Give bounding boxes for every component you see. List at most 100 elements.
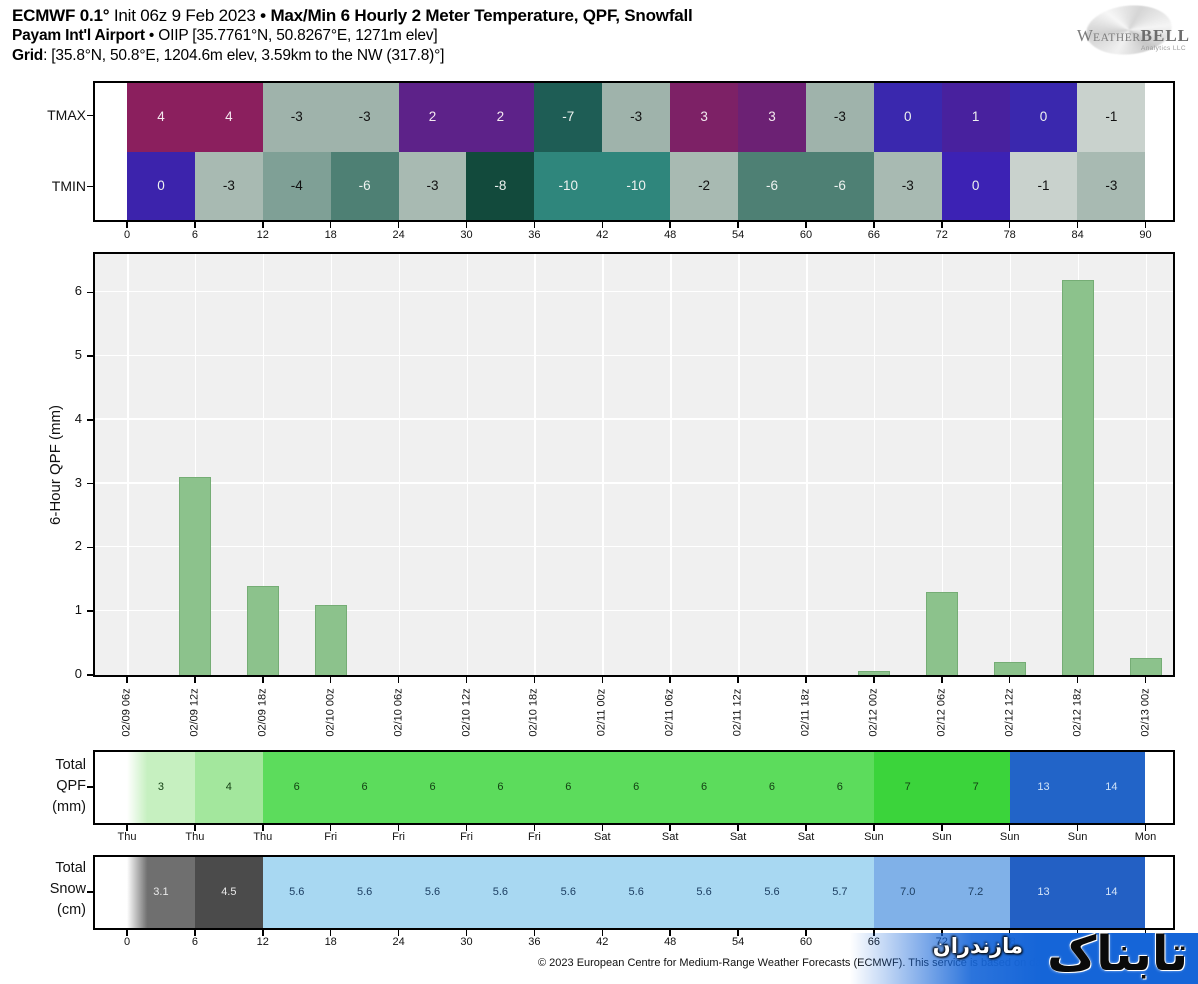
- temp-hour-label: 24: [392, 229, 405, 241]
- temp-hour-tick: [1008, 222, 1011, 228]
- qpf-bar: [1129, 658, 1162, 675]
- qpf-day-label: Fri: [527, 831, 541, 843]
- gridline-vertical: [738, 254, 740, 675]
- tmin-cell: -6: [805, 151, 874, 220]
- gridline-vertical: [330, 254, 333, 675]
- qpf-time-tick: [805, 677, 807, 683]
- grid-label: Grid: [12, 47, 44, 64]
- qpf-time-label: 02/10 06z: [392, 688, 405, 737]
- qpf-time-tick: [533, 677, 536, 683]
- qpf-day-tick: [941, 825, 943, 831]
- qpf-y-tick: [87, 482, 93, 485]
- qpf-y-tick-label: 4: [74, 410, 82, 426]
- qpf-plot-area: [95, 254, 1173, 675]
- qpf-day-tick: [397, 825, 400, 831]
- snow-hour-tick: [737, 930, 739, 936]
- qpf-y-tick: [87, 610, 93, 612]
- gridline-vertical: [873, 254, 876, 675]
- snow-hour-label: 54: [731, 936, 745, 948]
- temp-hour-tick: [737, 222, 739, 228]
- qpf-y-tick-label: 2: [74, 538, 82, 554]
- qpf-bar: [857, 670, 890, 675]
- gridline-vertical: [466, 254, 468, 675]
- temp-hour-label: 30: [460, 229, 473, 241]
- gridline-horizontal: [95, 482, 1173, 484]
- tmax-row: 4 4 -3 -3 2 2 -7 -3 3 3 -3 0 1 0 -1: [95, 83, 1173, 152]
- qpf-time-label: 02/12 00z: [867, 688, 880, 737]
- chart-header: ECMWF 0.1° Init 06z 9 Feb 2023 • Max/Min…: [12, 5, 693, 66]
- temp-hour-tick: [397, 222, 400, 228]
- qpf-strip-cell: 6: [330, 752, 399, 823]
- qpf-y-tick-label: 3: [74, 474, 82, 490]
- qpf-bar: [993, 662, 1026, 675]
- tmax-cell: -7: [534, 83, 603, 152]
- logo-eather: EATHER: [1092, 32, 1141, 44]
- qpf-day-label: Fri: [460, 831, 473, 843]
- qpf-day-label: Sat: [661, 831, 679, 843]
- tmin-cell: -8: [466, 151, 535, 220]
- qpf-time-tick: [1076, 677, 1079, 683]
- watermark-text: تابناک مازندران: [868, 884, 1198, 984]
- snow-hour-tick: [329, 930, 332, 936]
- snow-strip-cell: 7.0: [873, 857, 942, 928]
- qpf-day-tick: [601, 825, 604, 831]
- temp-hour-tick: [941, 222, 943, 228]
- qpf-day-tick: [805, 825, 807, 831]
- tmin-cell: -6: [330, 151, 399, 220]
- tmin-row: 0 -3 -4 -6 -3 -8 -10 -10 -2 -6 -6 -3 0 -1 -3: [95, 151, 1173, 220]
- tmin-cell: -4: [262, 151, 331, 220]
- temp-hour-label: 72: [935, 229, 948, 241]
- qpf-time-tick: [397, 677, 400, 683]
- qpf-time-label: 02/11 12z: [731, 688, 744, 737]
- qpf-strip-cell: 6: [805, 752, 874, 823]
- qpf-y-tick: [87, 355, 93, 357]
- total-qpf-label-line: (mm): [52, 799, 86, 815]
- qpf-time-tick: [126, 677, 128, 683]
- qpf-bar: [178, 477, 211, 675]
- qpf-strip-cell: 6: [602, 752, 671, 823]
- logo-subtitle: Analytics LLC: [1141, 45, 1186, 52]
- logo-letter-w: W: [1076, 26, 1093, 45]
- snow-hour-label: 60: [799, 936, 813, 948]
- qpf-time-label: 02/11 18z: [799, 688, 812, 737]
- qpf-time-tick: [1008, 677, 1011, 683]
- qpf-time-label: 02/12 06z: [935, 688, 948, 737]
- watermark-main-word: تابناک: [1047, 926, 1188, 982]
- tmax-cell: 3: [670, 83, 739, 152]
- model-name: ECMWF 0.1°: [12, 6, 110, 25]
- tmin-cell: -2: [670, 151, 739, 220]
- qpf-time-label: 02/10 18z: [527, 688, 540, 737]
- qpf-day-tick: [737, 825, 739, 831]
- temp-hour-label: 84: [1071, 229, 1084, 241]
- chart-title: • Max/Min 6 Hourly 2 Meter Temperature, …: [260, 6, 693, 25]
- tmax-cell: 0: [1009, 83, 1078, 152]
- snow-hour-label: 48: [664, 936, 677, 948]
- tmax-cell: -3: [602, 83, 671, 152]
- qpf-time-label: 02/09 18z: [256, 688, 269, 737]
- qpf-strip-cell: 6: [466, 752, 535, 823]
- weatherbell-logo: WEATHERBELL Analytics LLC: [1042, 0, 1192, 63]
- tmin-left-tick: [87, 185, 93, 188]
- qpf-day-tick: [1144, 825, 1147, 831]
- qpf-day-label: Sun: [932, 831, 952, 843]
- temp-hour-label: 54: [731, 229, 745, 241]
- qpf-day-label: Sun: [1067, 831, 1088, 843]
- snow-strip-cell: 5.6: [534, 857, 603, 928]
- qpf-bar: [925, 592, 958, 675]
- temp-hour-label: 36: [528, 229, 541, 241]
- qpf-y-tick-label: 1: [74, 602, 82, 618]
- total-snow-label-line: Total: [55, 860, 86, 876]
- temp-hour-tick: [194, 222, 196, 228]
- qpf-y-tick: [87, 291, 93, 294]
- watermark-band: [850, 933, 1198, 984]
- gridline-horizontal: [95, 290, 1173, 293]
- temp-hour-tick: [873, 222, 875, 228]
- temp-hour-label: 90: [1139, 229, 1152, 241]
- qpf-day-tick: [1008, 825, 1011, 831]
- qpf-strip-cell: 6: [738, 752, 806, 823]
- qpf-time-label: 02/10 00z: [324, 688, 337, 737]
- qpf-day-tick: [669, 825, 671, 831]
- gridline-vertical: [670, 254, 672, 675]
- qpf-strip-cell: 6: [670, 752, 739, 823]
- qpf-bar: [314, 604, 347, 675]
